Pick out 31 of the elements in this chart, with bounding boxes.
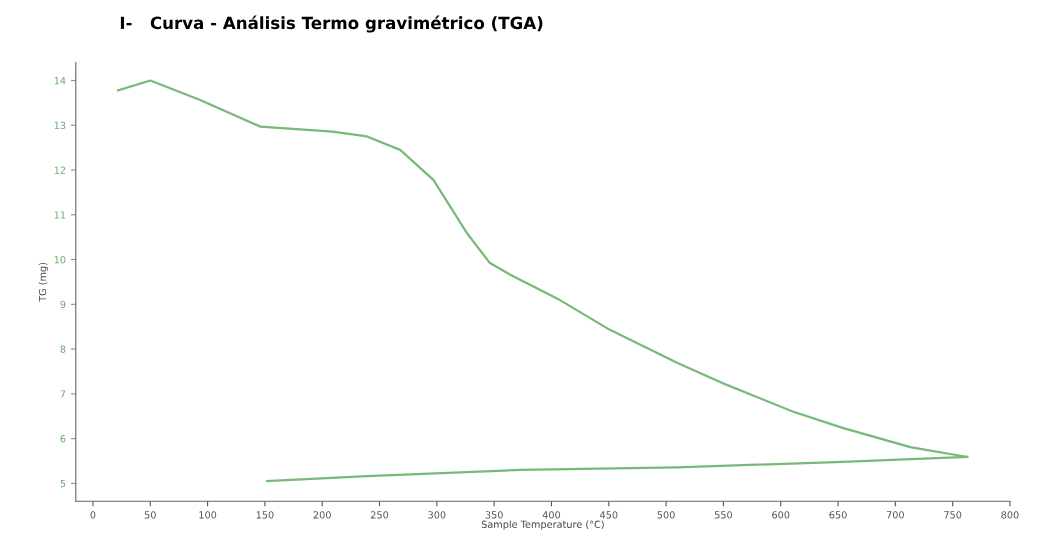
y-tick-label: 7: [60, 390, 66, 398]
line-series: [117, 79, 969, 483]
y-tick-label: 8: [60, 345, 66, 353]
x-tick-label: 200: [313, 511, 331, 519]
x-tick-label: 650: [829, 511, 847, 519]
chart-title: I- Curva - Análisis Termo gravimétrico (TGA): [120, 15, 543, 33]
y-tick-label: 5: [60, 479, 66, 488]
y-axis-title: TG (mg): [38, 262, 49, 302]
y-tick-label: 13: [54, 121, 66, 130]
x-tick-label: 450: [599, 511, 618, 519]
x-tick-label: 150: [256, 511, 274, 519]
x-tick-label: 0: [90, 511, 96, 519]
y-tick-label: 11: [54, 211, 66, 219]
x-tick-label: 800: [1001, 511, 1019, 519]
x-tick-label: 50: [144, 511, 156, 519]
x-tick-label: 400: [542, 511, 561, 519]
x-tick-label: 550: [714, 511, 733, 519]
x-tick-label: 250: [370, 511, 389, 519]
x-tick-label: 600: [772, 511, 790, 519]
x-tick-label: 700: [886, 511, 904, 519]
y-tick-label: 14: [54, 77, 66, 85]
y-tick-label: 6: [60, 435, 66, 443]
x-axis-title: Sample Temperature (°C): [481, 520, 604, 530]
y-tick-label: 9: [60, 300, 66, 309]
y-tick-label: 10: [54, 256, 66, 264]
y-tick-label: 12: [54, 166, 66, 174]
x-tick-label: 750: [944, 511, 962, 519]
x-tick-label: 300: [428, 511, 446, 519]
x-tick-label: 500: [657, 511, 675, 519]
x-tick-label: 100: [199, 511, 217, 519]
x-tick-label: 350: [485, 511, 503, 519]
